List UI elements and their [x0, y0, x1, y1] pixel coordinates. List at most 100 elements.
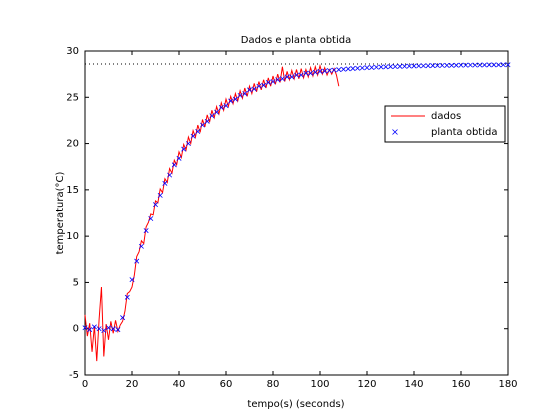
marker: [467, 62, 473, 68]
x-tick-label: 140: [404, 379, 423, 390]
marker: [279, 76, 285, 82]
x-tick-label: 0: [82, 379, 88, 390]
marker: [449, 62, 455, 68]
marker: [162, 180, 168, 186]
marker: [214, 109, 220, 115]
marker: [153, 202, 158, 208]
marker: [120, 315, 126, 321]
marker: [106, 325, 111, 331]
data-line: [84, 63, 340, 362]
y-tick-label: 5: [73, 277, 79, 288]
marker: [491, 62, 497, 68]
marker: [355, 65, 361, 71]
x-tick-label: 80: [267, 379, 280, 390]
x-tick-label: 160: [451, 379, 470, 390]
y-tick-label: 0: [73, 324, 79, 335]
marker: [270, 79, 276, 85]
y-tick-label: 15: [66, 185, 79, 196]
y-tick-label: 10: [66, 231, 79, 242]
marker: [472, 62, 478, 68]
marker: [185, 141, 191, 147]
marker: [190, 133, 196, 139]
marker: [308, 70, 314, 76]
marker: [477, 62, 483, 68]
marker: [204, 118, 210, 124]
marker: [200, 122, 205, 128]
legend-label: planta obtida: [431, 127, 497, 138]
marker: [350, 66, 356, 71]
y-tick-label: 30: [66, 46, 79, 57]
marker: [322, 68, 328, 74]
marker: [242, 91, 248, 97]
marker: [336, 67, 342, 73]
marker: [284, 74, 290, 80]
marker: [402, 63, 408, 69]
y-tick-label: 20: [66, 139, 79, 150]
marker: [138, 243, 144, 249]
marker: [167, 172, 173, 178]
marker: [134, 258, 140, 264]
marker: [406, 63, 412, 69]
marker: [458, 62, 464, 68]
marker: [312, 69, 318, 75]
marker: [416, 63, 422, 69]
marker: [369, 64, 375, 70]
marker: [444, 62, 450, 68]
marker: [223, 103, 229, 109]
marker: [463, 62, 469, 68]
chart-title: Dados e planta obtida: [241, 35, 351, 46]
marker: [101, 328, 107, 334]
marker: [91, 324, 97, 330]
marker: [289, 74, 295, 80]
marker: [326, 68, 332, 74]
marker: [453, 62, 459, 68]
marker: [275, 77, 281, 83]
x-tick-label: 180: [498, 379, 517, 390]
marker: [500, 62, 506, 68]
x-tick-label: 60: [220, 379, 233, 390]
marker: [439, 62, 445, 68]
marker: [237, 92, 243, 98]
marker: [359, 65, 365, 71]
x-tick-label: 120: [357, 379, 376, 390]
marker: [298, 72, 304, 78]
marker: [317, 68, 323, 74]
marker: [256, 83, 262, 89]
marker: [251, 86, 257, 92]
x-tick-label: 40: [173, 379, 186, 390]
marker: [171, 162, 177, 168]
marker: [115, 327, 121, 333]
marker: [411, 63, 417, 69]
x-tick-label: 20: [126, 379, 139, 390]
marker: [148, 216, 154, 222]
y-tick-label: -5: [69, 370, 79, 381]
y-tick-label: 25: [66, 92, 79, 103]
marker: [129, 277, 135, 283]
marker: [435, 63, 440, 69]
x-axis-label: tempo(s) (seconds): [247, 399, 344, 410]
legend-label: dados: [431, 111, 461, 122]
marker: [331, 67, 337, 73]
marker: [209, 113, 215, 119]
marker: [218, 104, 224, 110]
marker: [87, 327, 93, 333]
marker: [486, 62, 492, 68]
marker: [383, 64, 389, 70]
marker: [195, 129, 201, 135]
marker: [430, 63, 436, 69]
marker: [341, 66, 346, 72]
marker: [232, 96, 238, 102]
y-axis-label: temperatura(°C): [55, 171, 66, 254]
marker: [388, 64, 393, 70]
marker: [294, 72, 299, 78]
marker: [96, 326, 102, 332]
marker: [378, 64, 384, 70]
marker: [82, 325, 88, 331]
marker: [364, 65, 370, 71]
x-tick-label: 100: [310, 379, 329, 390]
marker: [181, 146, 187, 152]
marker: [496, 62, 502, 68]
marker: [110, 326, 116, 332]
marker: [124, 294, 130, 300]
